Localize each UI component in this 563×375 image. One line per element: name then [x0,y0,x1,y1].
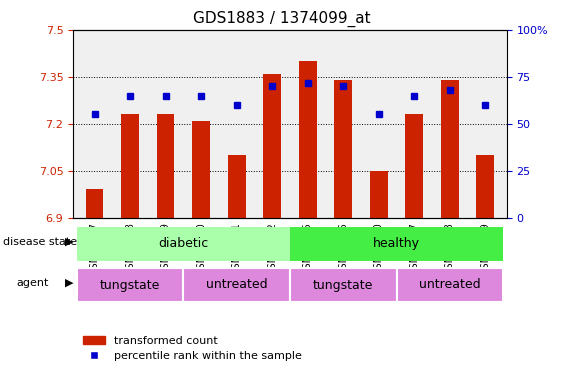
Text: tungstate: tungstate [313,279,373,291]
FancyBboxPatch shape [77,268,184,302]
FancyBboxPatch shape [77,227,290,261]
FancyBboxPatch shape [290,268,396,302]
Text: healthy: healthy [373,237,420,250]
Bar [263,74,281,217]
Bar [86,189,104,217]
Text: diabetic: diabetic [158,237,208,250]
Legend: transformed count, percentile rank within the sample: transformed count, percentile rank withi… [79,331,307,366]
Bar [370,171,388,217]
Text: untreated: untreated [206,279,267,291]
Bar [334,80,352,218]
FancyBboxPatch shape [290,227,503,261]
Text: disease state: disease state [3,237,77,247]
Bar [299,61,316,217]
Text: tungstate: tungstate [100,279,160,291]
Bar [157,114,175,218]
Bar [121,114,139,218]
Bar [476,155,494,218]
Bar [228,155,245,218]
Bar [192,121,210,218]
Text: ▶: ▶ [65,237,73,247]
Text: agent: agent [16,278,49,288]
Text: untreated: untreated [419,279,481,291]
Text: GDS1883 / 1374099_at: GDS1883 / 1374099_at [193,11,370,27]
FancyBboxPatch shape [184,268,290,302]
Bar [441,80,459,218]
Bar [405,114,423,218]
Text: ▶: ▶ [65,278,73,288]
FancyBboxPatch shape [396,268,503,302]
